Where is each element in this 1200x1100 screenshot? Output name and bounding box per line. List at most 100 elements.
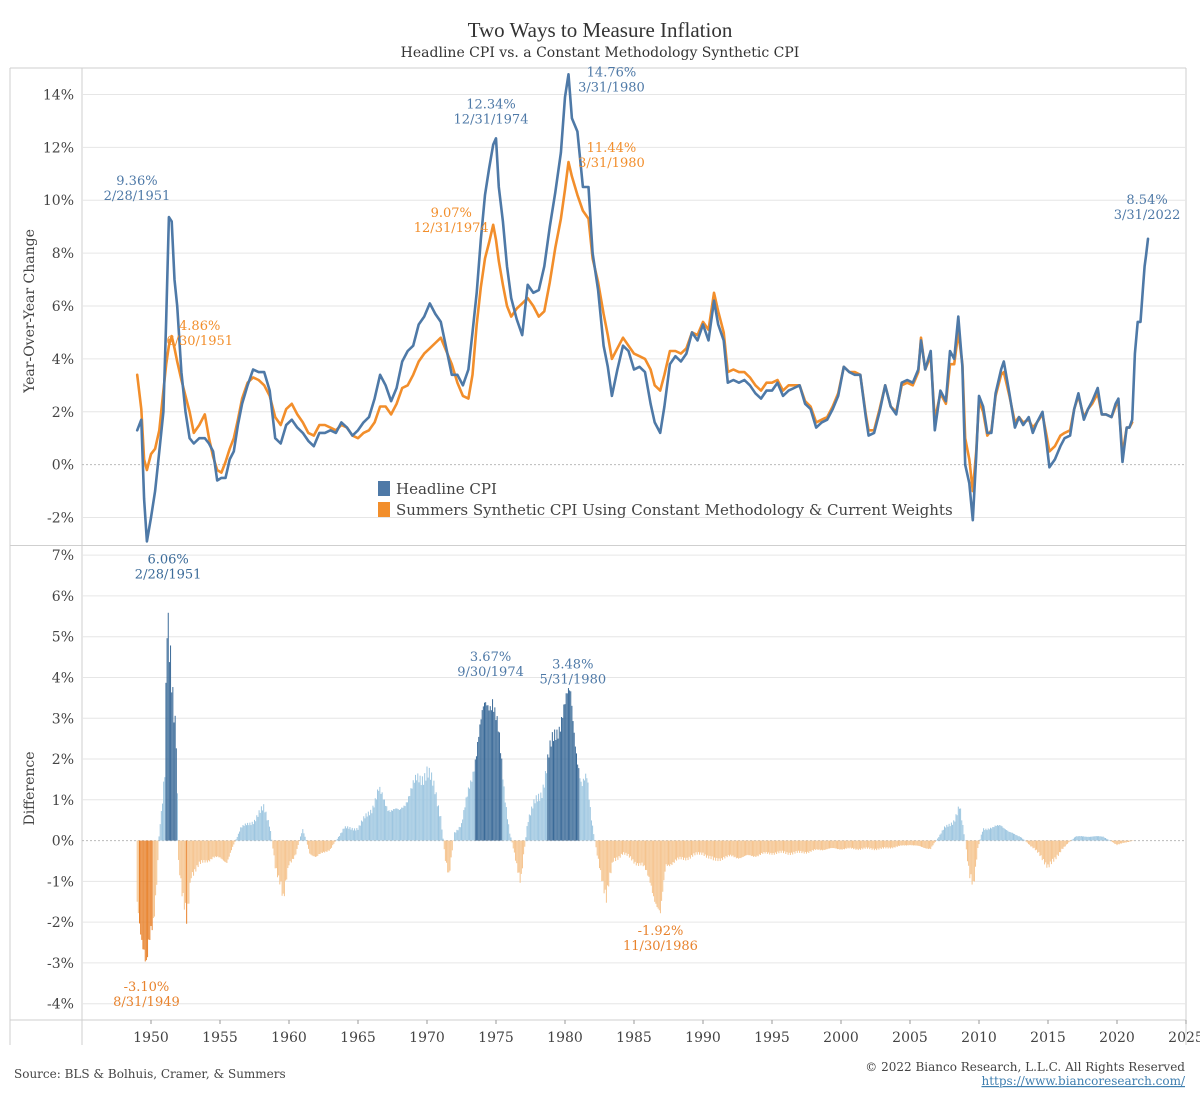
difference-bar: [398, 809, 400, 841]
difference-bar: [678, 840, 680, 860]
difference-bar: [512, 840, 514, 849]
difference-bar: [699, 840, 701, 855]
top-annotation-value: 9.07%: [431, 206, 472, 221]
difference-bar: [850, 840, 852, 849]
difference-bar: [687, 840, 689, 861]
difference-bar: [985, 828, 987, 841]
difference-bar: [1049, 840, 1051, 862]
difference-bar: [456, 829, 458, 841]
difference-bar: [691, 840, 692, 856]
difference-bar: [748, 840, 750, 856]
difference-bar: [242, 825, 244, 841]
difference-bar: [832, 840, 834, 849]
difference-bar: [229, 840, 231, 853]
difference-bar: [613, 840, 615, 858]
difference-bar: [834, 840, 836, 849]
bottom-y-axis-label: Difference: [22, 751, 38, 825]
difference-bar: [688, 840, 690, 857]
difference-bar: [185, 840, 186, 903]
difference-bar: [389, 811, 391, 841]
difference-bar: [450, 840, 452, 858]
bottom-y-tick-label: 0%: [52, 834, 74, 850]
difference-bar: [956, 815, 958, 841]
difference-bar: [208, 840, 209, 861]
difference-bar: [498, 732, 500, 841]
difference-bar: [620, 840, 622, 854]
difference-bar: [665, 840, 667, 865]
difference-bar: [992, 827, 994, 841]
difference-bar: [864, 840, 866, 849]
difference-bar: [1010, 832, 1012, 841]
difference-bar: [148, 840, 150, 940]
difference-bar: [400, 809, 402, 841]
difference-bar: [288, 840, 290, 866]
difference-bar: [270, 831, 272, 841]
difference-bar: [1108, 839, 1110, 841]
difference-bar: [760, 840, 761, 855]
difference-bar: [196, 840, 198, 866]
difference-bar: [216, 840, 218, 858]
difference-bar: [1118, 840, 1120, 845]
bottom-annotation-value: 6.06%: [147, 552, 188, 567]
difference-bar: [718, 840, 720, 859]
difference-bar: [839, 840, 841, 850]
difference-bar: [219, 840, 221, 858]
difference-bar: [517, 840, 519, 873]
difference-bar: [256, 815, 258, 841]
difference-bar: [510, 837, 512, 841]
difference-bar: [769, 840, 771, 855]
difference-bar: [457, 830, 459, 841]
difference-bar: [599, 840, 600, 869]
difference-bar: [255, 821, 257, 841]
difference-bar: [1115, 840, 1117, 845]
legend-label-headline: Headline CPI: [396, 480, 497, 498]
difference-bar: [318, 840, 320, 855]
difference-bar: [578, 768, 580, 841]
difference-bar: [530, 815, 531, 841]
difference-bar: [440, 816, 442, 841]
difference-bar: [198, 840, 200, 862]
x-axis: 1950 1955 1960 1965 1970 1975 1980 1985 1990 1995…: [133, 1020, 1200, 1046]
difference-bar: [765, 840, 767, 852]
difference-bar: [525, 837, 527, 841]
difference-bar: [873, 840, 875, 851]
difference-bar: [658, 840, 660, 911]
difference-bar: [814, 840, 816, 850]
difference-bar: [342, 828, 344, 841]
difference-bar: [1039, 840, 1041, 857]
difference-bar: [346, 828, 347, 841]
difference-bar: [1056, 840, 1058, 855]
difference-bar: [221, 840, 223, 860]
difference-bar: [1047, 840, 1049, 865]
difference-bar: [495, 720, 497, 841]
difference-bar: [915, 840, 917, 846]
difference-bar: [641, 840, 643, 863]
difference-bar: [492, 699, 494, 841]
difference-bar: [653, 840, 655, 897]
difference-bar: [900, 840, 902, 846]
difference-bar: [860, 840, 862, 850]
difference-bar: [940, 833, 942, 841]
difference-bar: [183, 840, 185, 910]
top-y-tick-label: 14%: [43, 87, 74, 103]
difference-bar: [397, 809, 399, 841]
difference-bar: [766, 840, 768, 854]
difference-bar: [404, 806, 406, 841]
difference-bar: [1124, 840, 1126, 843]
difference-bar: [983, 828, 985, 841]
difference-bar: [240, 827, 242, 841]
difference-bar: [504, 802, 506, 841]
top-y-tick-label: 10%: [43, 193, 74, 209]
difference-bar: [984, 830, 986, 841]
difference-bar: [700, 840, 702, 853]
difference-bar: [944, 826, 945, 841]
difference-bar: [795, 840, 797, 852]
difference-bar: [1008, 831, 1010, 841]
difference-bar: [777, 840, 779, 852]
difference-bar: [325, 840, 327, 852]
difference-bar: [540, 792, 542, 841]
website-link[interactable]: https://www.biancoresearch.com/: [981, 1074, 1185, 1088]
difference-bar: [548, 757, 550, 841]
difference-bar: [401, 807, 403, 841]
difference-bar: [847, 840, 849, 848]
